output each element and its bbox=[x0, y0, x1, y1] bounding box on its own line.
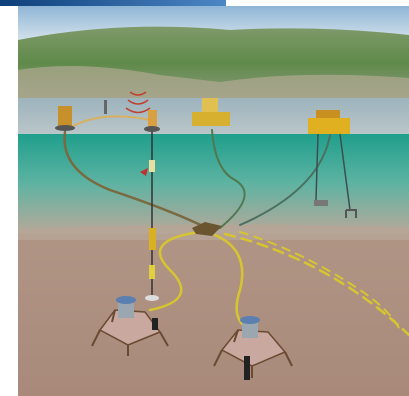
top-banner bbox=[0, 0, 226, 6]
cables bbox=[63, 115, 409, 337]
platform-lines bbox=[315, 133, 351, 211]
lander-legs bbox=[213, 329, 293, 378]
lander-top bbox=[240, 316, 260, 324]
lander-sensor bbox=[152, 318, 158, 330]
lander-instrument bbox=[242, 320, 258, 338]
sensor bbox=[149, 265, 155, 279]
buoy bbox=[58, 106, 72, 128]
yellow-cable bbox=[148, 230, 202, 312]
cable bbox=[69, 115, 151, 129]
platform bbox=[192, 112, 230, 126]
fish bbox=[140, 168, 148, 176]
sensor bbox=[149, 160, 155, 172]
junction-box bbox=[192, 222, 222, 236]
lander-sensor bbox=[244, 356, 250, 380]
yellow-cable bbox=[213, 233, 252, 332]
surface-buoys bbox=[55, 91, 357, 218]
water-column bbox=[18, 134, 409, 234]
yellow-dashed-cable bbox=[239, 231, 401, 331]
sensor bbox=[149, 228, 156, 250]
platform-tower bbox=[202, 98, 218, 112]
lander-top bbox=[116, 296, 136, 304]
lander-legs bbox=[91, 309, 169, 356]
cable bbox=[63, 130, 209, 230]
cable bbox=[239, 134, 331, 226]
lander-instrument bbox=[118, 300, 134, 318]
anchor bbox=[145, 295, 159, 301]
mast bbox=[104, 100, 107, 114]
platform bbox=[308, 118, 350, 134]
buoy-base bbox=[144, 126, 160, 132]
yellow-dashed-cable bbox=[223, 232, 409, 337]
signal-waves bbox=[125, 91, 151, 114]
buoy bbox=[148, 110, 157, 128]
lander bbox=[213, 316, 293, 380]
coast bbox=[18, 66, 409, 100]
device bbox=[345, 209, 357, 218]
buoy-base bbox=[55, 125, 75, 131]
device bbox=[314, 200, 328, 206]
cable bbox=[211, 129, 246, 229]
mooring bbox=[140, 130, 159, 301]
scene bbox=[18, 6, 409, 396]
lander bbox=[91, 296, 169, 356]
platform-deck bbox=[316, 110, 340, 118]
